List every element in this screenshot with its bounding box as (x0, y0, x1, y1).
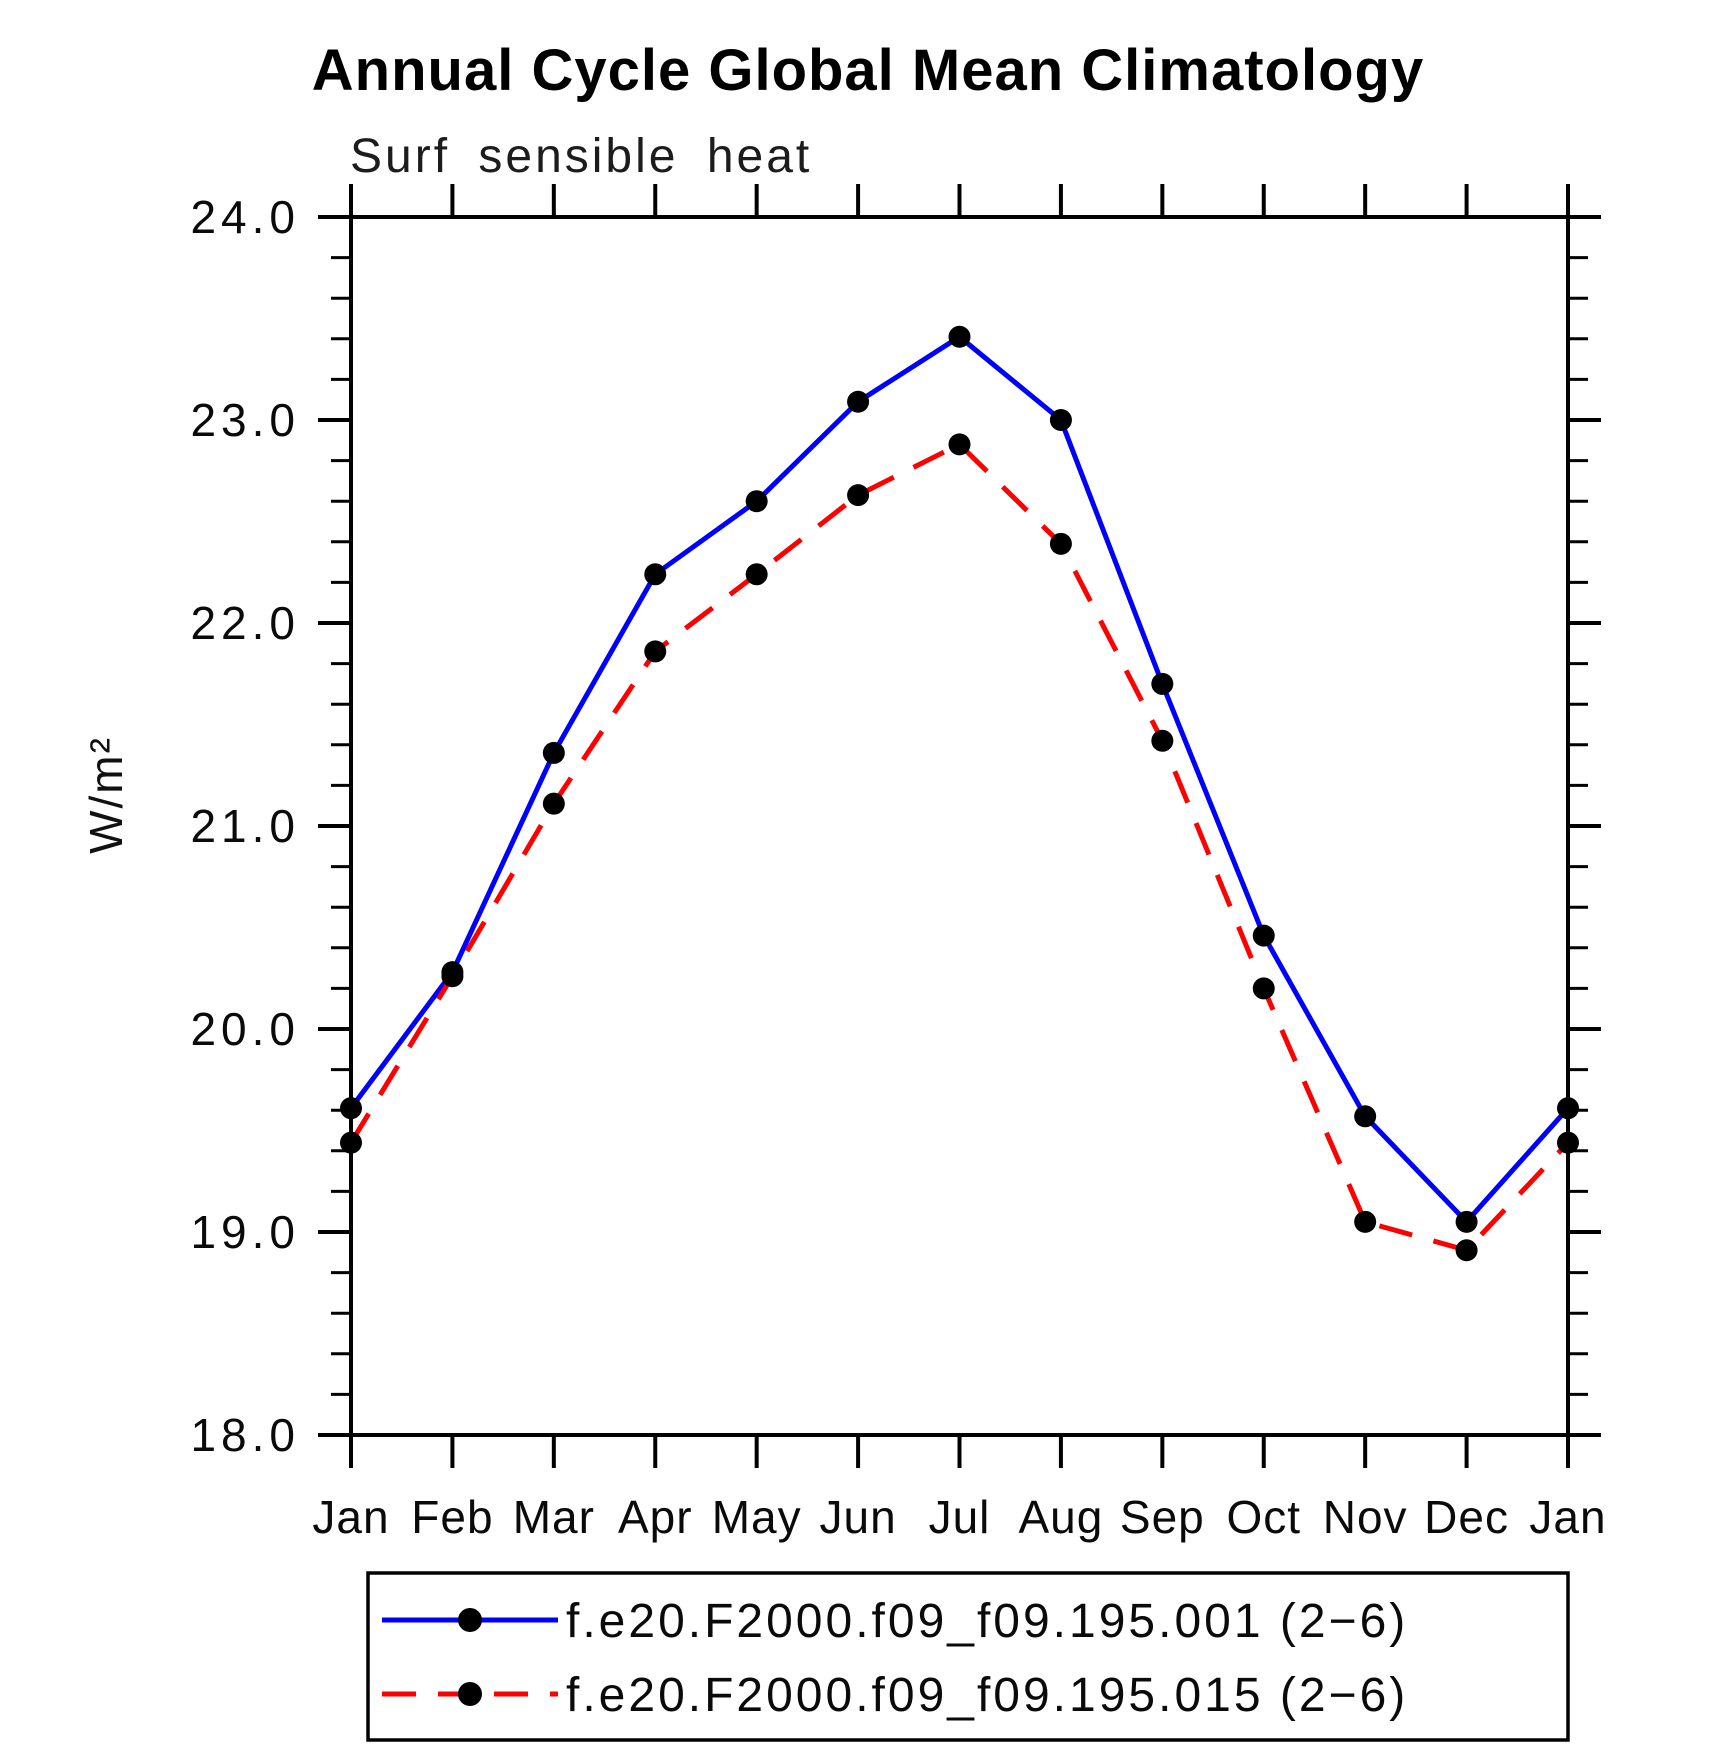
y-tick-label: 19.0 (190, 1206, 300, 1258)
legend-label-series-2: f.e20.F2000.f09_f09.195.015 (2−6) (566, 1669, 1408, 1722)
legend-marker-icon (458, 1682, 482, 1706)
series-line-1 (348, 333, 1570, 1226)
data-point-marker (1252, 977, 1275, 1000)
legend-box (366, 1571, 1570, 1742)
data-point-marker (1151, 729, 1174, 752)
data-point-marker (1151, 672, 1174, 695)
x-tick-label: Apr (618, 1491, 693, 1543)
y-tick-label: 24.0 (190, 191, 300, 243)
chart-title: Annual Cycle Global Mean Climatology (312, 38, 1424, 103)
legend-label-series-1: f.e20.F2000.f09_f09.195.001 (2−6) (566, 1595, 1408, 1648)
data-point-marker (644, 640, 667, 663)
data-point-marker (1455, 1239, 1478, 1262)
data-point-marker (1252, 924, 1275, 947)
x-tick-label: Oct (1226, 1491, 1301, 1543)
chart-subtitle: Surf sensible heat (350, 130, 812, 183)
x-tick-label: Aug (1018, 1491, 1103, 1543)
series-line-2 (348, 441, 1570, 1254)
x-tick-label: Sep (1120, 1491, 1205, 1543)
data-point-marker (1049, 409, 1072, 431)
legend-marker-icon (458, 1608, 482, 1632)
x-tick-label: Feb (411, 1491, 493, 1543)
data-point-marker (1354, 1210, 1377, 1233)
data-point-marker (745, 563, 768, 586)
data-point-marker (340, 1131, 362, 1154)
y-tick-label: 23.0 (190, 394, 300, 446)
y-tick-label: 21.0 (190, 800, 300, 852)
data-point-markers (340, 325, 1579, 1262)
x-tick-label: Jan (1529, 1491, 1606, 1543)
data-point-marker (1455, 1210, 1478, 1233)
x-tick-label: Dec (1424, 1491, 1509, 1543)
x-tick-label: Jul (929, 1491, 991, 1543)
data-point-marker (542, 792, 565, 815)
x-tick-label: Jun (819, 1491, 896, 1543)
legend-item-series-1: f.e20.F2000.f09_f09.195.001 (2−6) (382, 1595, 1408, 1648)
x-tick-label: Jan (312, 1491, 389, 1543)
data-point-marker (847, 390, 870, 413)
data-point-marker (948, 325, 971, 348)
data-point-marker (1354, 1105, 1377, 1128)
data-point-marker (1557, 1097, 1579, 1120)
axes: 18.0 19.0 20.0 21.0 22.0 23.0 24.0 Jan Feb Mar Apr… (190, 184, 1606, 1543)
y-axis-label: W/m² (80, 736, 132, 854)
data-point-marker (847, 484, 870, 507)
data-point-marker (1049, 532, 1072, 555)
data-point-marker (948, 433, 971, 456)
y-tick-label: 20.0 (190, 1003, 300, 1055)
data-point-marker (441, 965, 464, 988)
x-tick-label: Mar (513, 1491, 595, 1543)
series-lines (348, 333, 1570, 1254)
legend: f.e20.F2000.f09_f09.195.001 (2−6) f.e20.… (366, 1571, 1570, 1742)
data-point-marker (542, 741, 565, 764)
x-tick-label: May (712, 1491, 802, 1543)
legend-item-series-2: f.e20.F2000.f09_f09.195.015 (2−6) (382, 1669, 1408, 1722)
data-point-marker (745, 490, 768, 513)
data-point-marker (644, 563, 667, 586)
y-tick-label: 22.0 (190, 597, 300, 649)
data-point-marker (1557, 1131, 1579, 1154)
data-point-marker (340, 1097, 362, 1120)
y-tick-label: 18.0 (190, 1409, 300, 1461)
x-tick-label: Nov (1323, 1491, 1408, 1543)
